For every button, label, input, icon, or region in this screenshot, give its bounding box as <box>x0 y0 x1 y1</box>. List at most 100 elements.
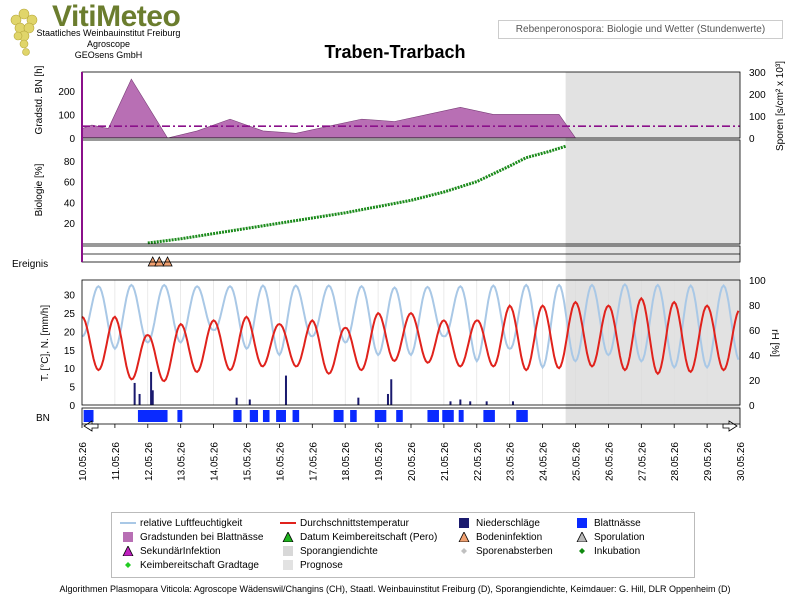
humidity-ylabel: rH [%] <box>769 329 780 357</box>
leafwet-bar <box>442 410 454 422</box>
legend-item: Durchschnittstemperatur <box>280 518 409 529</box>
scroll-right-arrow-icon <box>722 420 738 432</box>
biology-line <box>147 144 567 245</box>
humidity-tick-label: 80 <box>749 301 761 312</box>
humidity-tick-label: 100 <box>749 276 766 287</box>
logo-line: GEOsens GmbH <box>74 50 143 60</box>
legend-swatch-icon <box>283 560 293 571</box>
legend-label: Gradstunden bei Blattnässe <box>140 532 264 543</box>
legend-item: Datum Keimbereitschaft (Pero) <box>280 531 437 543</box>
legend-swatch-icon <box>283 546 293 557</box>
humidity-line <box>81 282 740 370</box>
x-tick-label: 10.05.26 <box>78 442 89 481</box>
legend: relative Luftfeuchtigkeit Durchschnittste… <box>111 512 695 578</box>
leafwet-bar <box>292 410 300 422</box>
scroll-left-arrow-icon <box>83 420 99 432</box>
biology-tick-label: 20 <box>64 219 76 230</box>
legend-item: Prognose <box>280 560 343 571</box>
temperature-line <box>81 296 740 383</box>
rain-bar <box>151 390 154 405</box>
gradstd-ylabel: Gradstd. BN [h] <box>34 65 45 134</box>
x-tick-label: 27.05.26 <box>637 442 648 481</box>
legend-label: Blattnässe <box>594 518 641 529</box>
footer-credits: Algorithmen Plasmopara Viticola: Agrosco… <box>59 584 731 594</box>
leafwet-bar <box>483 410 495 422</box>
x-tick-label: 26.05.26 <box>604 442 615 481</box>
panel-frame <box>81 279 741 406</box>
legend-item: Niederschläge <box>456 518 540 529</box>
humidity-tick-label: 0 <box>749 401 755 412</box>
leafwet-bar <box>262 410 270 422</box>
panel-frames <box>81 71 741 428</box>
rain-bar <box>284 375 287 405</box>
leafwet-bar <box>233 410 242 422</box>
temperature-tick-label: 0 <box>69 401 75 412</box>
rain-bar <box>138 393 141 405</box>
legend-item: SekundärInfektion <box>120 545 221 557</box>
legend-swatch-icon <box>120 522 136 525</box>
rain-bar <box>449 401 452 405</box>
legend-label: Inkubation <box>594 546 641 557</box>
logo-line: Staatliches Weinbauinstitut Freiburg <box>36 28 181 38</box>
humidity-tick-label: 40 <box>749 351 761 362</box>
x-tick-label: 30.05.26 <box>736 442 747 481</box>
legend-swatch-icon <box>280 522 296 525</box>
x-tick-label: 22.05.26 <box>473 442 484 481</box>
legend-swatch-icon <box>579 548 585 555</box>
x-tick-label: 16.05.26 <box>275 442 286 481</box>
rain-bar <box>133 382 136 405</box>
legend-item: Sporangiendichte <box>280 546 378 557</box>
legend-label: Sporangiendichte <box>300 546 378 557</box>
legend-label: Niederschläge <box>476 518 540 529</box>
event-label: Ereignis <box>12 259 48 270</box>
x-tick-label: 14.05.26 <box>210 442 221 481</box>
leafwet-bar <box>516 410 528 422</box>
leafwet-bar <box>249 410 259 422</box>
legend-item: Gradstunden bei Blattnässe <box>120 532 263 543</box>
legend-item: Sporulation <box>574 531 645 543</box>
leafwet-bar <box>177 410 183 422</box>
legend-label: relative Luftfeuchtigkeit <box>140 518 243 529</box>
leafwet-bar <box>137 410 168 422</box>
gradstd-area <box>81 78 577 139</box>
legend-swatch-icon <box>459 518 469 529</box>
legend-label: Sporulation <box>594 532 645 543</box>
legend-item: Inkubation <box>574 546 640 557</box>
x-tick-label: 29.05.26 <box>703 442 714 481</box>
gradstd-tick-label: 200 <box>58 87 75 98</box>
x-tick-label: 17.05.26 <box>308 442 319 481</box>
x-tick-label: 24.05.26 <box>539 442 550 481</box>
legend-label: SekundärInfektion <box>140 546 221 557</box>
legend-item: relative Luftfeuchtigkeit <box>120 518 242 529</box>
spores-tick-label: 0 <box>749 134 755 145</box>
leafwet-label: BN <box>36 413 50 424</box>
legend-swatch-icon <box>125 562 131 569</box>
legend-swatch-shape <box>125 562 131 569</box>
legend-swatch-shape <box>283 560 293 571</box>
temperature-tick-label: 10 <box>64 364 76 375</box>
x-tick-label: 11.05.26 <box>111 442 122 481</box>
gradstd-tick-label: 0 <box>69 134 75 145</box>
page-title: Traben-Trarbach <box>324 42 466 62</box>
rain-bar <box>469 401 472 405</box>
legend-swatch-icon <box>123 532 133 543</box>
legend-swatch-icon <box>122 545 134 557</box>
legend-label: Bodeninfektion <box>476 532 543 543</box>
leafwet-bar <box>427 410 439 422</box>
rain-bar <box>485 401 488 405</box>
rain-bar <box>357 397 360 405</box>
legend-item: Sporenabsterben <box>456 546 553 557</box>
biology-tick-label: 40 <box>64 198 76 209</box>
spores-tick-label: 300 <box>749 68 766 79</box>
x-tick-label: 28.05.26 <box>670 442 681 481</box>
legend-swatch-shape <box>282 531 294 543</box>
legend-swatch-shape <box>579 548 585 555</box>
grape-logo-icon <box>10 8 38 56</box>
legend-swatch-shape <box>458 531 470 543</box>
rain-bar <box>386 393 389 405</box>
biology-ylabel: Biologie [%] <box>34 163 45 216</box>
leafwet-bar <box>374 410 387 422</box>
x-tick-label: 18.05.26 <box>341 442 352 481</box>
spores-tick-label: 200 <box>749 90 766 101</box>
